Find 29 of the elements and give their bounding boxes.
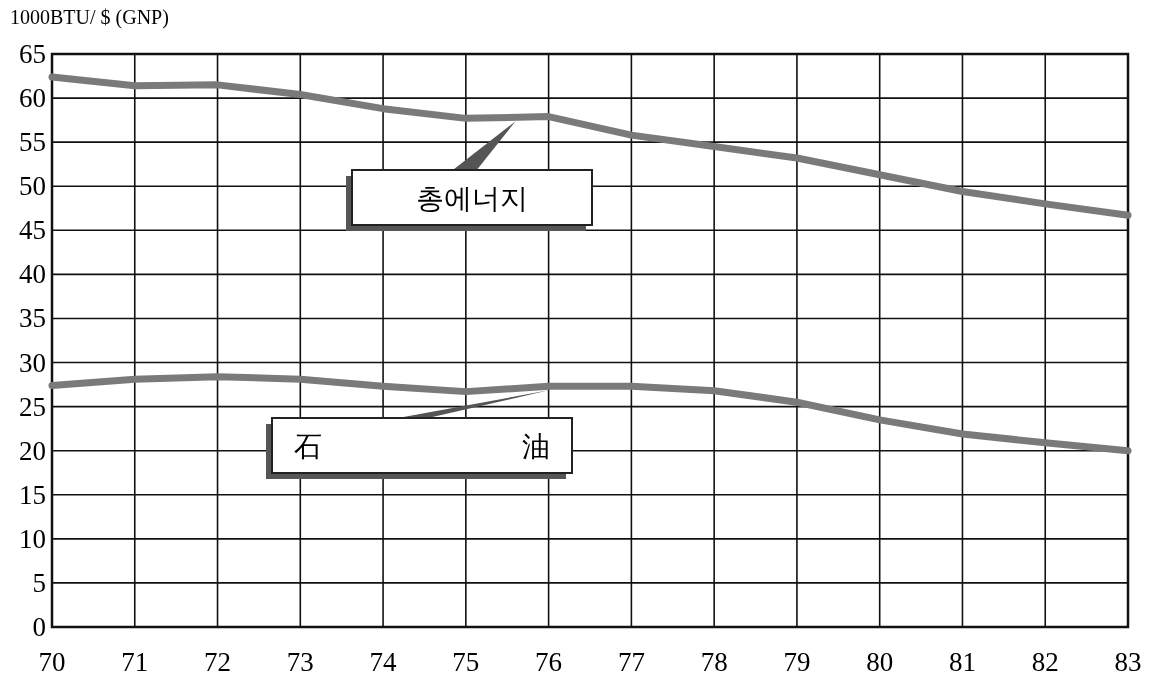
y-tick-label: 40 xyxy=(19,259,46,290)
x-tick-label: 76 xyxy=(535,647,563,677)
y-tick-label: 55 xyxy=(19,127,46,158)
y-tick-label: 35 xyxy=(19,303,46,334)
y-tick-label: 10 xyxy=(19,523,46,554)
x-tick-label: 70 xyxy=(38,647,66,677)
x-tick-label: 72 xyxy=(204,647,232,677)
y-tick-label: 0 xyxy=(32,612,46,642)
x-tick-label: 83 xyxy=(1114,647,1142,677)
y-tick-label: 30 xyxy=(19,347,46,378)
y-tick-label: 15 xyxy=(19,479,46,510)
x-tick-label: 82 xyxy=(1031,647,1059,677)
y-tick-label: 65 xyxy=(19,39,46,69)
y-tick-label: 20 xyxy=(19,435,46,466)
x-tick-label: 74 xyxy=(369,647,398,677)
x-tick-label: 81 xyxy=(948,647,976,677)
x-tick-label: 78 xyxy=(700,647,728,677)
y-axis-title: 1000BTU/ $ (GNP) xyxy=(10,6,169,29)
y-tick-label: 5 xyxy=(32,567,46,598)
y-tick-label: 25 xyxy=(19,391,46,422)
x-tick-label: 79 xyxy=(783,647,811,677)
y-tick-label: 45 xyxy=(19,215,46,246)
x-tick-label: 75 xyxy=(452,647,480,677)
y-tick-label: 60 xyxy=(19,83,46,114)
x-tick-label: 71 xyxy=(121,647,149,677)
y-tick-label: 50 xyxy=(19,171,46,202)
x-tick-label: 80 xyxy=(866,647,894,677)
x-tick-label: 73 xyxy=(286,647,314,677)
x-tick-label: 77 xyxy=(617,647,645,677)
